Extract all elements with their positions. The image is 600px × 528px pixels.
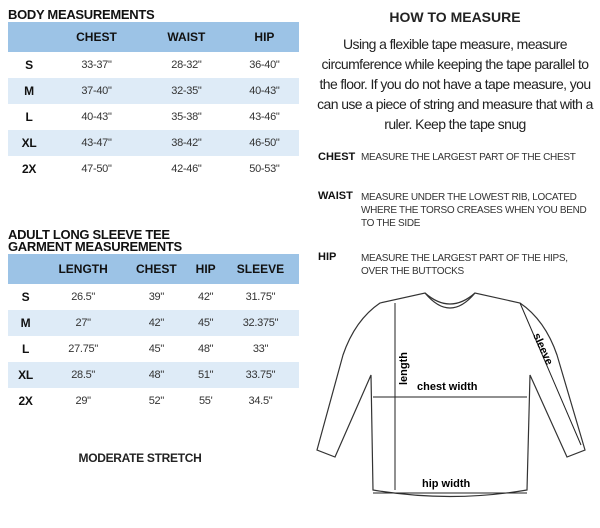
- hip-width-label: hip width: [422, 478, 471, 490]
- table-cell: 42": [198, 291, 214, 303]
- table-cell: 52": [148, 395, 165, 407]
- table-row: 2X 47-50" 42-46" 50-53": [8, 156, 299, 182]
- table-cell: 42": [123, 310, 190, 336]
- table-cell: 26.5": [71, 291, 96, 303]
- table-row: M 27" 42" 45" 32.375": [8, 310, 299, 336]
- body-measurements-title: BODY MEASUREMENTS: [8, 7, 155, 22]
- desc-hip: MEASURE THE LARGEST PART OF THE HIPS, OV…: [361, 253, 568, 277]
- col-length: LENGTH: [43, 254, 124, 284]
- size-label: M: [8, 310, 43, 336]
- col-hip: HIP: [229, 22, 299, 52]
- table-cell: 38-42": [142, 130, 230, 156]
- length-label: length: [398, 352, 410, 385]
- table-row: L 27.75" 45" 48" 33": [8, 336, 299, 362]
- table-cell: 40-43": [81, 111, 112, 123]
- table-cell: 48": [198, 343, 214, 355]
- size-label: XL: [8, 130, 50, 156]
- table-cell: 28-32": [171, 59, 202, 71]
- table-cell: 43-46": [249, 111, 280, 123]
- garment-measurements-table: LENGTH CHEST HIP SLEEVE S 26.5" 39" 42" 31.75" M…: [8, 254, 299, 414]
- table-row: XL 28.5" 48" 51" 33.75": [8, 362, 299, 388]
- table-row: 2X 29" 52" 55' 34.5": [8, 388, 299, 414]
- table-cell: 35-38": [171, 111, 202, 123]
- table-row: M 37-40" 32-35" 40-43": [8, 78, 299, 104]
- table-cell: 39": [148, 291, 165, 303]
- table-cell: 37-40": [50, 78, 143, 104]
- table-row: L 40-43" 35-38" 43-46": [8, 104, 299, 130]
- table-cell: 31.75": [245, 291, 276, 303]
- table-cell: 46-50": [229, 130, 299, 156]
- col-hip: HIP: [189, 254, 222, 284]
- table-cell: 45": [148, 343, 165, 355]
- size-label: S: [25, 58, 33, 72]
- table-cell: 33.75": [221, 362, 299, 388]
- table-cell: 40-43": [229, 78, 299, 104]
- size-label: L: [21, 342, 30, 356]
- col-sleeve: SLEEVE: [221, 254, 299, 284]
- table-cell: 36-40": [249, 59, 280, 71]
- sleeve-label: sleeve: [530, 331, 555, 367]
- garment-title-line1: ADULT LONG SLEEVE TEE: [8, 227, 170, 242]
- table-cell: 34.5": [248, 395, 273, 407]
- size-label: S: [21, 290, 30, 304]
- table-row: XL 43-47" 38-42" 46-50": [8, 130, 299, 156]
- term-chest: CHEST: [318, 151, 356, 163]
- table-cell: 51": [189, 362, 222, 388]
- shirt-diagram: length chest width sleeve hip width: [316, 292, 586, 498]
- size-label: M: [8, 78, 50, 104]
- table-cell: 29": [75, 395, 92, 407]
- size-label: 2X: [18, 394, 33, 408]
- size-label: L: [25, 110, 33, 124]
- table-row: S 26.5" 39" 42" 31.75": [8, 284, 299, 310]
- desc-waist: MEASURE UNDER THE LOWEST RIB, LOCATED WH…: [361, 192, 587, 229]
- stretch-label: MODERATE STRETCH: [78, 451, 202, 465]
- size-label: 2X: [21, 162, 37, 176]
- chest-width-label: chest width: [417, 381, 478, 393]
- body-measurements-table: CHEST WAIST HIP S 33-37" 28-32" 36-40" M 37-40"…: [8, 22, 299, 182]
- desc-chest: MEASURE THE LARGEST PART OF THE CHEST: [361, 152, 576, 163]
- table-cell: 45": [189, 310, 222, 336]
- table-cell: 33-37": [81, 59, 112, 71]
- table-cell: 42-46": [171, 163, 202, 175]
- col-chest: CHEST: [50, 22, 143, 52]
- table-cell: 47-50": [81, 163, 112, 175]
- table-cell: 33": [252, 343, 269, 355]
- table-cell: 32.375": [221, 310, 299, 336]
- table-cell: 32-35": [142, 78, 230, 104]
- table-cell: 27.75": [68, 343, 98, 355]
- how-to-measure-title: HOW TO MEASURE: [389, 9, 521, 25]
- garment-title-line2: GARMENT MEASUREMENTS: [8, 239, 182, 254]
- term-hip: HIP: [318, 251, 337, 263]
- table-cell: 43-47": [50, 130, 143, 156]
- shirt-outline: [316, 292, 586, 498]
- table-cell: 27": [43, 310, 124, 336]
- term-waist: WAIST: [318, 190, 353, 202]
- col-chest: CHEST: [123, 254, 190, 284]
- table-row: S 33-37" 28-32" 36-40": [8, 52, 299, 78]
- size-label: XL: [8, 362, 43, 388]
- table-cell: 50-53": [249, 163, 280, 175]
- table-cell: 28.5": [43, 362, 124, 388]
- how-to-measure-text: Using a flexible tape measure, measure c…: [317, 36, 593, 132]
- col-waist: WAIST: [142, 22, 230, 52]
- table-cell: 55': [198, 395, 213, 407]
- table-cell: 48": [123, 362, 190, 388]
- sleeve-arrow: [519, 302, 582, 446]
